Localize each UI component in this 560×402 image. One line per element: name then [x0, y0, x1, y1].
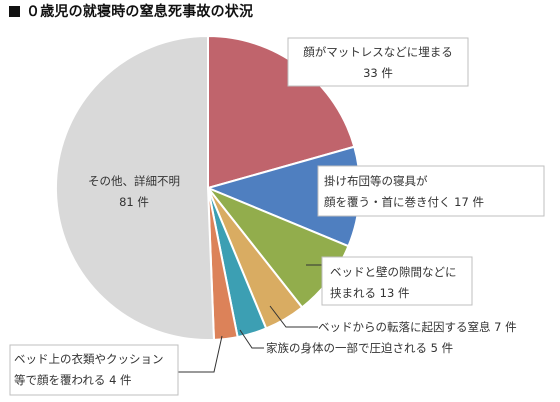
slice-label-5-line-0: ベッド上の衣類やクッション — [14, 352, 164, 366]
label-box-1 — [317, 165, 545, 217]
slice-label-0-line-0: 顔がマットレスなどに埋まる — [303, 45, 453, 59]
slice-label-5-line-1: 等で顔を覆われる 4 件 — [14, 373, 132, 387]
slice-label-2-line-1: 挟まれる 13 件 — [330, 286, 409, 300]
slice-label-6-line-0: その他、詳細不明 — [88, 174, 180, 188]
leader-line-3 — [269, 305, 318, 328]
leader-line-5 — [178, 335, 223, 373]
slice-label-6-line-1: 81 件 — [119, 195, 149, 209]
slice-label-0-line-1: 33 件 — [363, 66, 393, 80]
slice-label-2-line-0: ベッドと壁の隙間などに — [330, 265, 457, 279]
slice-label-4-line-0: 家族の身体の一部で圧迫される 5 件 — [266, 341, 453, 355]
slice-label-1-line-1: 顔を覆う・首に巻き付く 17 件 — [324, 195, 484, 209]
label-box-0 — [287, 37, 469, 87]
label-box-5 — [9, 344, 179, 396]
chart-title: ０歳児の就寝時の窒息死事故の状況 — [26, 4, 254, 20]
label-box-2 — [321, 256, 473, 306]
leader-line-4 — [239, 329, 264, 349]
pie-slices — [54, 34, 361, 341]
slice-label-3-line-0: ベッドからの転落に起因する窒息 7 件 — [318, 320, 517, 334]
slice-label-1-line-0: 掛け布団等の寝具が — [324, 174, 428, 188]
title-bullet-square — [9, 5, 20, 17]
title-row: ０歳児の就寝時の窒息死事故の状況 — [9, 2, 253, 20]
pie-slice-6 — [54, 34, 216, 341]
